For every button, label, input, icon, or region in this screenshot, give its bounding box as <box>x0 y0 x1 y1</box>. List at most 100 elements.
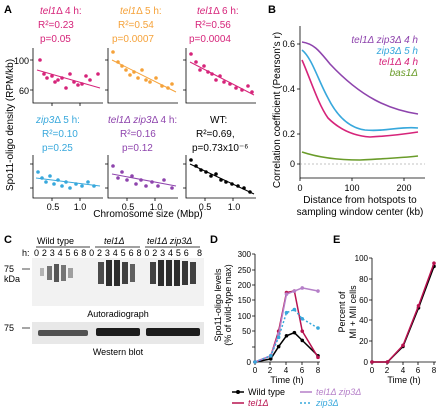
e-ytick-60: 60 <box>359 296 368 305</box>
panel-a-ylabel: Spo11-oligo density (RPM/kb) <box>5 59 16 191</box>
d-xtick-0: 0 <box>253 366 258 375</box>
a-ytick-100-row1: 100 <box>14 56 29 66</box>
b-legend-tel1zip3: tel1Δ zip3Δ 4 h <box>351 35 418 46</box>
c-group-wt: Wild type <box>37 236 74 246</box>
d-series-point-tel1-zip3--3 <box>284 292 289 296</box>
b-series-tel1zip3 <box>301 41 419 115</box>
d-legend-zip3: zip3Δ <box>315 398 339 408</box>
d-series-point-wild-type-1 <box>268 357 273 361</box>
panel-b-legend: tel1Δ zip3Δ 4 h zip3Δ 5 h tel1Δ 4 h bas1… <box>351 35 418 79</box>
d-ytick-150: 150 <box>238 296 252 305</box>
b-ytick-04: 0.4 <box>282 84 295 94</box>
subplot-a3-points <box>189 52 254 94</box>
d-xtick-6: 6 <box>300 366 305 375</box>
subplot-a3-fit <box>189 61 255 96</box>
subplot-a5-gene: tel1Δ zip3 <box>108 115 152 126</box>
c-autoradiograph-label: Autoradiograph <box>87 309 149 319</box>
svg-text:tel1Δ 6 h:: tel1Δ 6 h: <box>197 6 239 17</box>
subplot-a4-suffix: Δ 5 h: <box>54 115 80 126</box>
subplot-a6-r2: R²=0.69, <box>196 129 235 140</box>
panel-d-series <box>253 286 320 364</box>
d-series-point-wild-type-3 <box>284 333 289 338</box>
subplot-a1-fit <box>36 69 101 89</box>
d-series-point-wild-type-2 <box>276 344 281 349</box>
panel-e-ylabel-2: MI + MII cells <box>348 285 358 339</box>
b-series-zip3 <box>301 49 419 132</box>
d-ytick-300: 300 <box>238 250 252 259</box>
subplot-a5-p: p=0.12 <box>122 143 153 154</box>
subplot-a1-suffix: Δ 4 h: <box>56 6 82 17</box>
b-xtick-0: 0 <box>297 183 302 193</box>
d-legend-marker-wt <box>236 390 240 394</box>
c-marker-75-top: 75 <box>4 264 14 274</box>
d-series-point-wild-type-5 <box>300 338 305 343</box>
subplot-a6-fit <box>189 163 255 195</box>
subplot-a2-label: tel1Δ 5 h: R²=0.54 p=0.0007 <box>112 6 162 45</box>
a-xtick-05-1: 0.5 <box>47 202 60 212</box>
d-series-point-zip3--6 <box>316 326 320 330</box>
e-xtick-2: 2 <box>385 366 390 375</box>
d-series-point-zip3--3 <box>284 310 289 315</box>
d-xtick-2: 2 <box>268 366 273 375</box>
b-xtick-100: 100 <box>344 183 359 193</box>
subplot-a2-gene: tel1 <box>120 6 136 17</box>
subplot-a2-axes <box>105 48 178 104</box>
panel-e-ylabel-1: Percent of <box>337 291 347 333</box>
a-ytick-60-row1: 60 <box>19 86 29 96</box>
subplot-a1-gene: tel1 <box>40 6 56 17</box>
d-series-point-zip3--2 <box>276 335 281 340</box>
d-ytick-100: 100 <box>238 312 252 321</box>
b-legend-bas1: bas1Δ <box>390 68 419 79</box>
d-series-point-zip3--4 <box>292 307 297 312</box>
subplot-a4-r2: R²=0.10 <box>42 129 78 140</box>
c-marker-75-bottom: 75 <box>4 323 14 333</box>
a-xtick-10-1: 1.0 <box>74 202 87 212</box>
c-western-label: Western blot <box>93 347 144 357</box>
panel-a-xlabel: Chromosome size (Mbp) <box>93 209 202 220</box>
d-ytick-250: 250 <box>238 266 252 275</box>
b-ytick-02: 0.2 <box>282 129 295 139</box>
c-h-label: h: <box>22 248 30 258</box>
d-series-point-tel1-zip3--4 <box>292 289 297 293</box>
d-series-point-wild-type-4 <box>292 330 297 335</box>
d-series-point-tel1--5 <box>300 329 305 333</box>
b-series-tel1 <box>301 59 419 138</box>
panel-b-axes <box>297 26 425 181</box>
d-series-point-tel1--6 <box>316 355 320 360</box>
subplot-a1-label: tel1Δ 4 h: R²=0.23 p=0.05 <box>38 6 82 45</box>
panel-d-legend: Wild type tel1Δ tel1Δ zip3Δ zip3Δ <box>232 387 361 408</box>
subplot-a4-points <box>36 170 96 190</box>
d-legend-wt: Wild type <box>248 387 285 397</box>
subplot-a4-label: zip3Δ 5 h: R²=0.10 p=0.25 <box>35 115 80 154</box>
d-legend-tel1: tel1Δ <box>248 398 269 408</box>
subplot-a4-fit <box>35 177 101 187</box>
d-series-point-tel1-zip3--6 <box>316 289 320 293</box>
subplot-a1-p: p=0.05 <box>40 34 71 45</box>
d-xtick-8: 8 <box>316 366 321 375</box>
e-ytick-100: 100 <box>355 254 369 263</box>
subplot-a3-r2: R²=0.56 <box>195 20 231 31</box>
e-ytick-80: 80 <box>359 275 368 284</box>
e-series-point-tel1--3 <box>416 304 421 308</box>
panel-letter-c: C <box>4 234 12 246</box>
subplot-a2-r2: R²=0.54 <box>118 20 154 31</box>
e-xtick-4: 4 <box>401 366 406 375</box>
subplot-a2-suffix: Δ 5 h: <box>136 6 162 17</box>
svg-text:tel1Δ zip3Δ 4 h:: tel1Δ zip3Δ 4 h: <box>108 115 177 126</box>
d-ytick-50: 50 <box>242 327 251 336</box>
panel-e-series <box>370 261 436 364</box>
subplot-a2-points <box>111 50 174 90</box>
e-xtick-8: 8 <box>432 366 437 375</box>
subplot-a6-axes <box>183 155 256 201</box>
panel-d-ylabel-1: Spo11-oligo levels <box>213 268 223 341</box>
subplot-a5-points <box>111 164 174 190</box>
subplot-a3-axes <box>183 48 256 104</box>
b-ytick-06: 0.6 <box>282 39 295 49</box>
d-series-point-tel1-zip3--5 <box>300 286 305 290</box>
subplot-a6-label: WT: R²=0.69, p=0.73x10⁻⁶ <box>192 115 248 154</box>
d-series-point-zip3--5 <box>300 317 305 321</box>
subplot-a2-fit <box>111 59 177 93</box>
a-xtick-10-2: 1.0 <box>150 202 163 212</box>
subplot-a3-gene: tel1 <box>197 6 213 17</box>
